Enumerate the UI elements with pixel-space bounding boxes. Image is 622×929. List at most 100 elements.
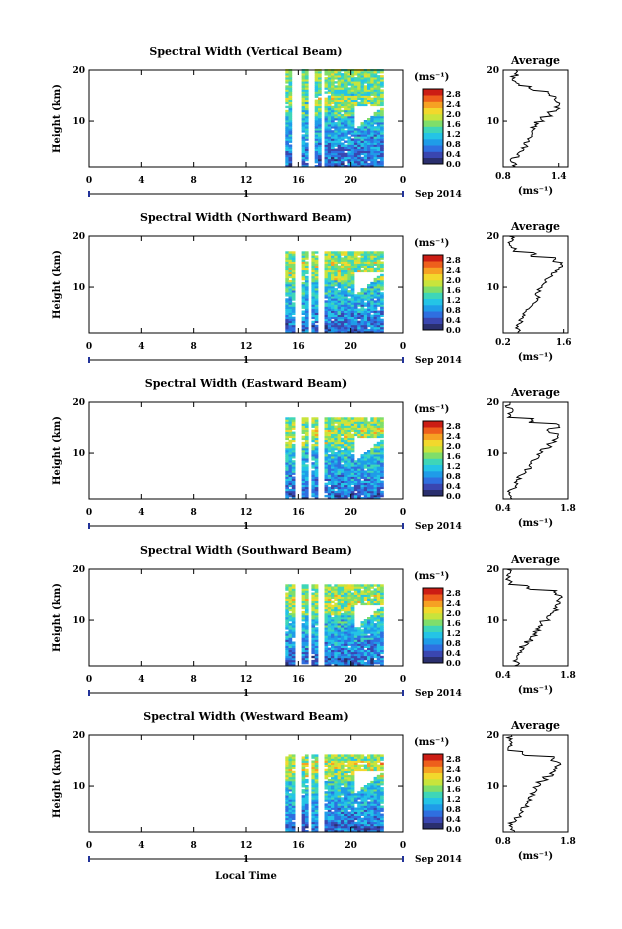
heatmap-cell (340, 600, 345, 604)
heatmap-cell (367, 468, 371, 471)
heatmap-cell (334, 122, 338, 125)
heatmap-cell (314, 647, 319, 650)
heatmap-cell (380, 627, 384, 630)
heatmap-cell (370, 480, 374, 483)
heatmap-cell (347, 762, 352, 765)
heatmap-cell (314, 101, 319, 105)
heatmap-cell (347, 830, 352, 833)
heatmap-cell (337, 484, 342, 488)
heatmap-cell (331, 772, 335, 776)
heatmap-cell (347, 625, 352, 628)
heatmap-cell (357, 631, 361, 634)
heatmap-cell (311, 602, 316, 606)
heatmap-cell (373, 480, 378, 483)
heatmap-cell (291, 588, 296, 591)
heatmap-cell (370, 815, 374, 819)
heatmap-cell (311, 789, 316, 792)
heatmap-cell (285, 456, 289, 459)
heatmap-cell (337, 586, 342, 589)
heatmap-cell (285, 614, 289, 618)
heatmap-cell (350, 101, 355, 105)
heatmap-cell (376, 809, 381, 812)
heatmap-cell (357, 659, 361, 663)
heatmap-cell (291, 423, 296, 426)
heatmap-cell (288, 158, 293, 162)
x-tick-label: 0 (400, 176, 406, 186)
heatmap-cell (373, 464, 378, 467)
heatmap-cell (304, 651, 309, 655)
heatmap-cell (380, 586, 384, 589)
heatmap-cell (324, 302, 329, 305)
heatmap-cell (363, 631, 368, 634)
heatmap-cell (340, 95, 345, 98)
heatmap-cell (291, 271, 296, 275)
heatmap-cell (376, 631, 381, 634)
heatmap-cell (370, 263, 374, 266)
heatmap-cell (288, 821, 293, 825)
average-title: Average (510, 553, 560, 566)
heatmap-cell (301, 604, 306, 608)
heatmap-cell (340, 160, 345, 164)
heatmap-cell (350, 93, 355, 96)
heatmap-cell (376, 318, 381, 322)
heatmap-cell (311, 614, 316, 618)
heatmap-cell (350, 160, 355, 164)
heatmap-cell (350, 113, 355, 117)
heatmap-cell (363, 261, 368, 264)
heatmap-cell (357, 158, 361, 162)
heatmap-cell (334, 830, 338, 833)
x-tick-label: 0 (86, 508, 92, 518)
heatmap-cell (370, 328, 374, 332)
heatmap-cell (363, 99, 368, 102)
heatmap-cell (344, 458, 348, 461)
heatmap-cell (304, 439, 309, 443)
heatmap-cell (360, 486, 365, 490)
heatmap-cell (285, 97, 289, 100)
heatmap-cell (288, 154, 293, 158)
heatmap-cell (344, 821, 348, 825)
heatmap-cell (353, 77, 358, 80)
average-frame (502, 235, 569, 334)
heatmap-cell (350, 655, 355, 659)
heatmap-cell (367, 645, 371, 648)
heatmap-cell (376, 312, 381, 315)
heatmap-cell (360, 73, 365, 76)
heatmap-cell (376, 130, 381, 133)
heatmap-cell (380, 111, 384, 115)
heatmap-cell (376, 460, 381, 463)
heatmap-cell (304, 425, 309, 428)
heatmap-cell (337, 776, 342, 780)
heatmap-cell (324, 120, 329, 123)
heatmap-cell (288, 294, 293, 297)
heatmap-cell (373, 156, 378, 160)
heatmap-cell (373, 136, 378, 139)
heatmap-cell (324, 486, 329, 490)
heatmap-cell (340, 105, 345, 109)
heatmap-cell (314, 639, 319, 642)
heatmap-cell (285, 608, 289, 612)
heatmap-cell (350, 107, 355, 111)
heatmap-cell (337, 324, 342, 328)
heatmap-cell (304, 128, 309, 131)
heatmap-cell (301, 797, 306, 800)
heatmap-cell (331, 263, 335, 266)
heatmap-cell (347, 758, 352, 761)
heatmap-cell (350, 627, 355, 630)
heatmap-cell (340, 306, 345, 309)
heatmap-cell (373, 120, 378, 123)
heatmap-cell (288, 421, 293, 424)
heatmap-cell (367, 79, 371, 82)
heatmap-cell (291, 326, 296, 330)
heatmap-cell (380, 118, 384, 121)
heatmap-cell (373, 592, 378, 595)
heatmap-cell (367, 132, 371, 135)
heatmap-cell (324, 598, 329, 601)
heatmap-cell (327, 653, 332, 657)
heatmap-cell (340, 645, 345, 648)
heatmap-cell (331, 91, 335, 94)
average-x-tick-label: 0.2 (495, 338, 511, 348)
heatmap-cell (357, 472, 361, 475)
heatmap-cell (337, 476, 342, 479)
heatmap-cell (324, 783, 329, 786)
heatmap-cell (370, 655, 374, 659)
